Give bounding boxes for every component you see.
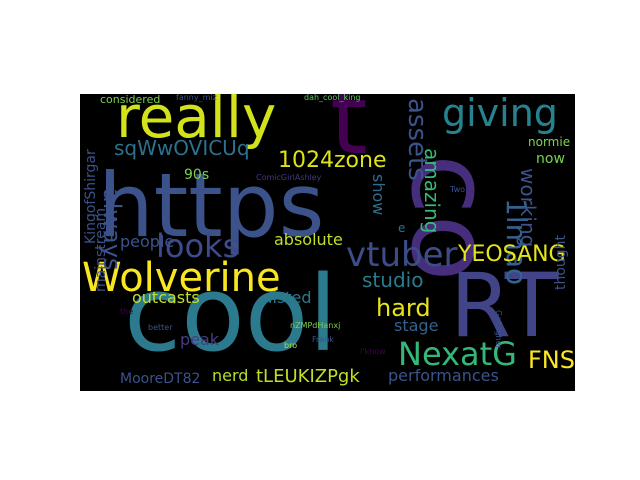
word-normie: normie [528, 135, 571, 149]
word-1024zone: 1024zone [278, 148, 387, 173]
word-e: e [398, 221, 406, 235]
word-cool: cool [124, 253, 338, 375]
word-vtuber: vtuber [346, 235, 458, 275]
word-t: t [330, 94, 368, 176]
word-thought: thought [553, 234, 569, 290]
word-peak: peak [180, 330, 220, 349]
word-fns: FNS [528, 346, 575, 374]
word-giving: giving [442, 94, 558, 135]
word-iknow: I'know [360, 347, 386, 356]
word-comicgirlashley: ComicGirlAshley [256, 173, 322, 182]
word-kingofshirgar: KingofShirgar [83, 149, 99, 244]
word-frank: Frank [312, 335, 334, 344]
word-tleukizpgk: tLEUKIZPgk [256, 366, 360, 387]
word-yeosang: YEOSANG [458, 242, 566, 267]
word-performances: performances [388, 366, 499, 385]
word-hard: hard [376, 294, 431, 322]
word-dah-cool-king: dah_cool_king [304, 94, 361, 102]
word-sqwwovicuq: sqWwOVICUq [114, 136, 250, 160]
word-https: https [98, 154, 325, 257]
word-working: working [516, 168, 540, 248]
word-the: the [120, 307, 134, 316]
word-cloud: https cool co t RT really Wolverine look… [80, 94, 575, 391]
word-two: Two [450, 185, 465, 194]
word-stage: stage [394, 316, 439, 335]
word-90s: 90s [184, 167, 210, 183]
word-nzmpdhanxj: nZMPdHanxj [290, 321, 341, 330]
word-mooredt82: MooreDT82 [120, 371, 201, 387]
word-rt: RT [450, 254, 559, 357]
word-bro: bro [284, 341, 298, 350]
word-really: really [116, 94, 277, 151]
word-considered: considered [100, 94, 161, 106]
word-fanny-miz: fanny_miz [176, 94, 217, 102]
word-show: show [369, 174, 388, 216]
word-studio: studio [362, 268, 424, 292]
word-outcasts: outcasts [132, 288, 200, 307]
word-nerd: nerd [212, 366, 249, 385]
word-people: people [120, 232, 175, 251]
word-now: now [536, 151, 565, 167]
word-looks: looks [156, 227, 240, 265]
word-absolute: absolute [274, 230, 343, 249]
word-wolverine: Wolverine [82, 255, 281, 301]
word-better: better [148, 323, 173, 332]
word-nexatg: NexatG [398, 335, 517, 373]
word-listed: listed [268, 288, 312, 307]
word-amazing: amazing [420, 148, 444, 234]
word-gallagher: Gallagher [494, 310, 503, 349]
